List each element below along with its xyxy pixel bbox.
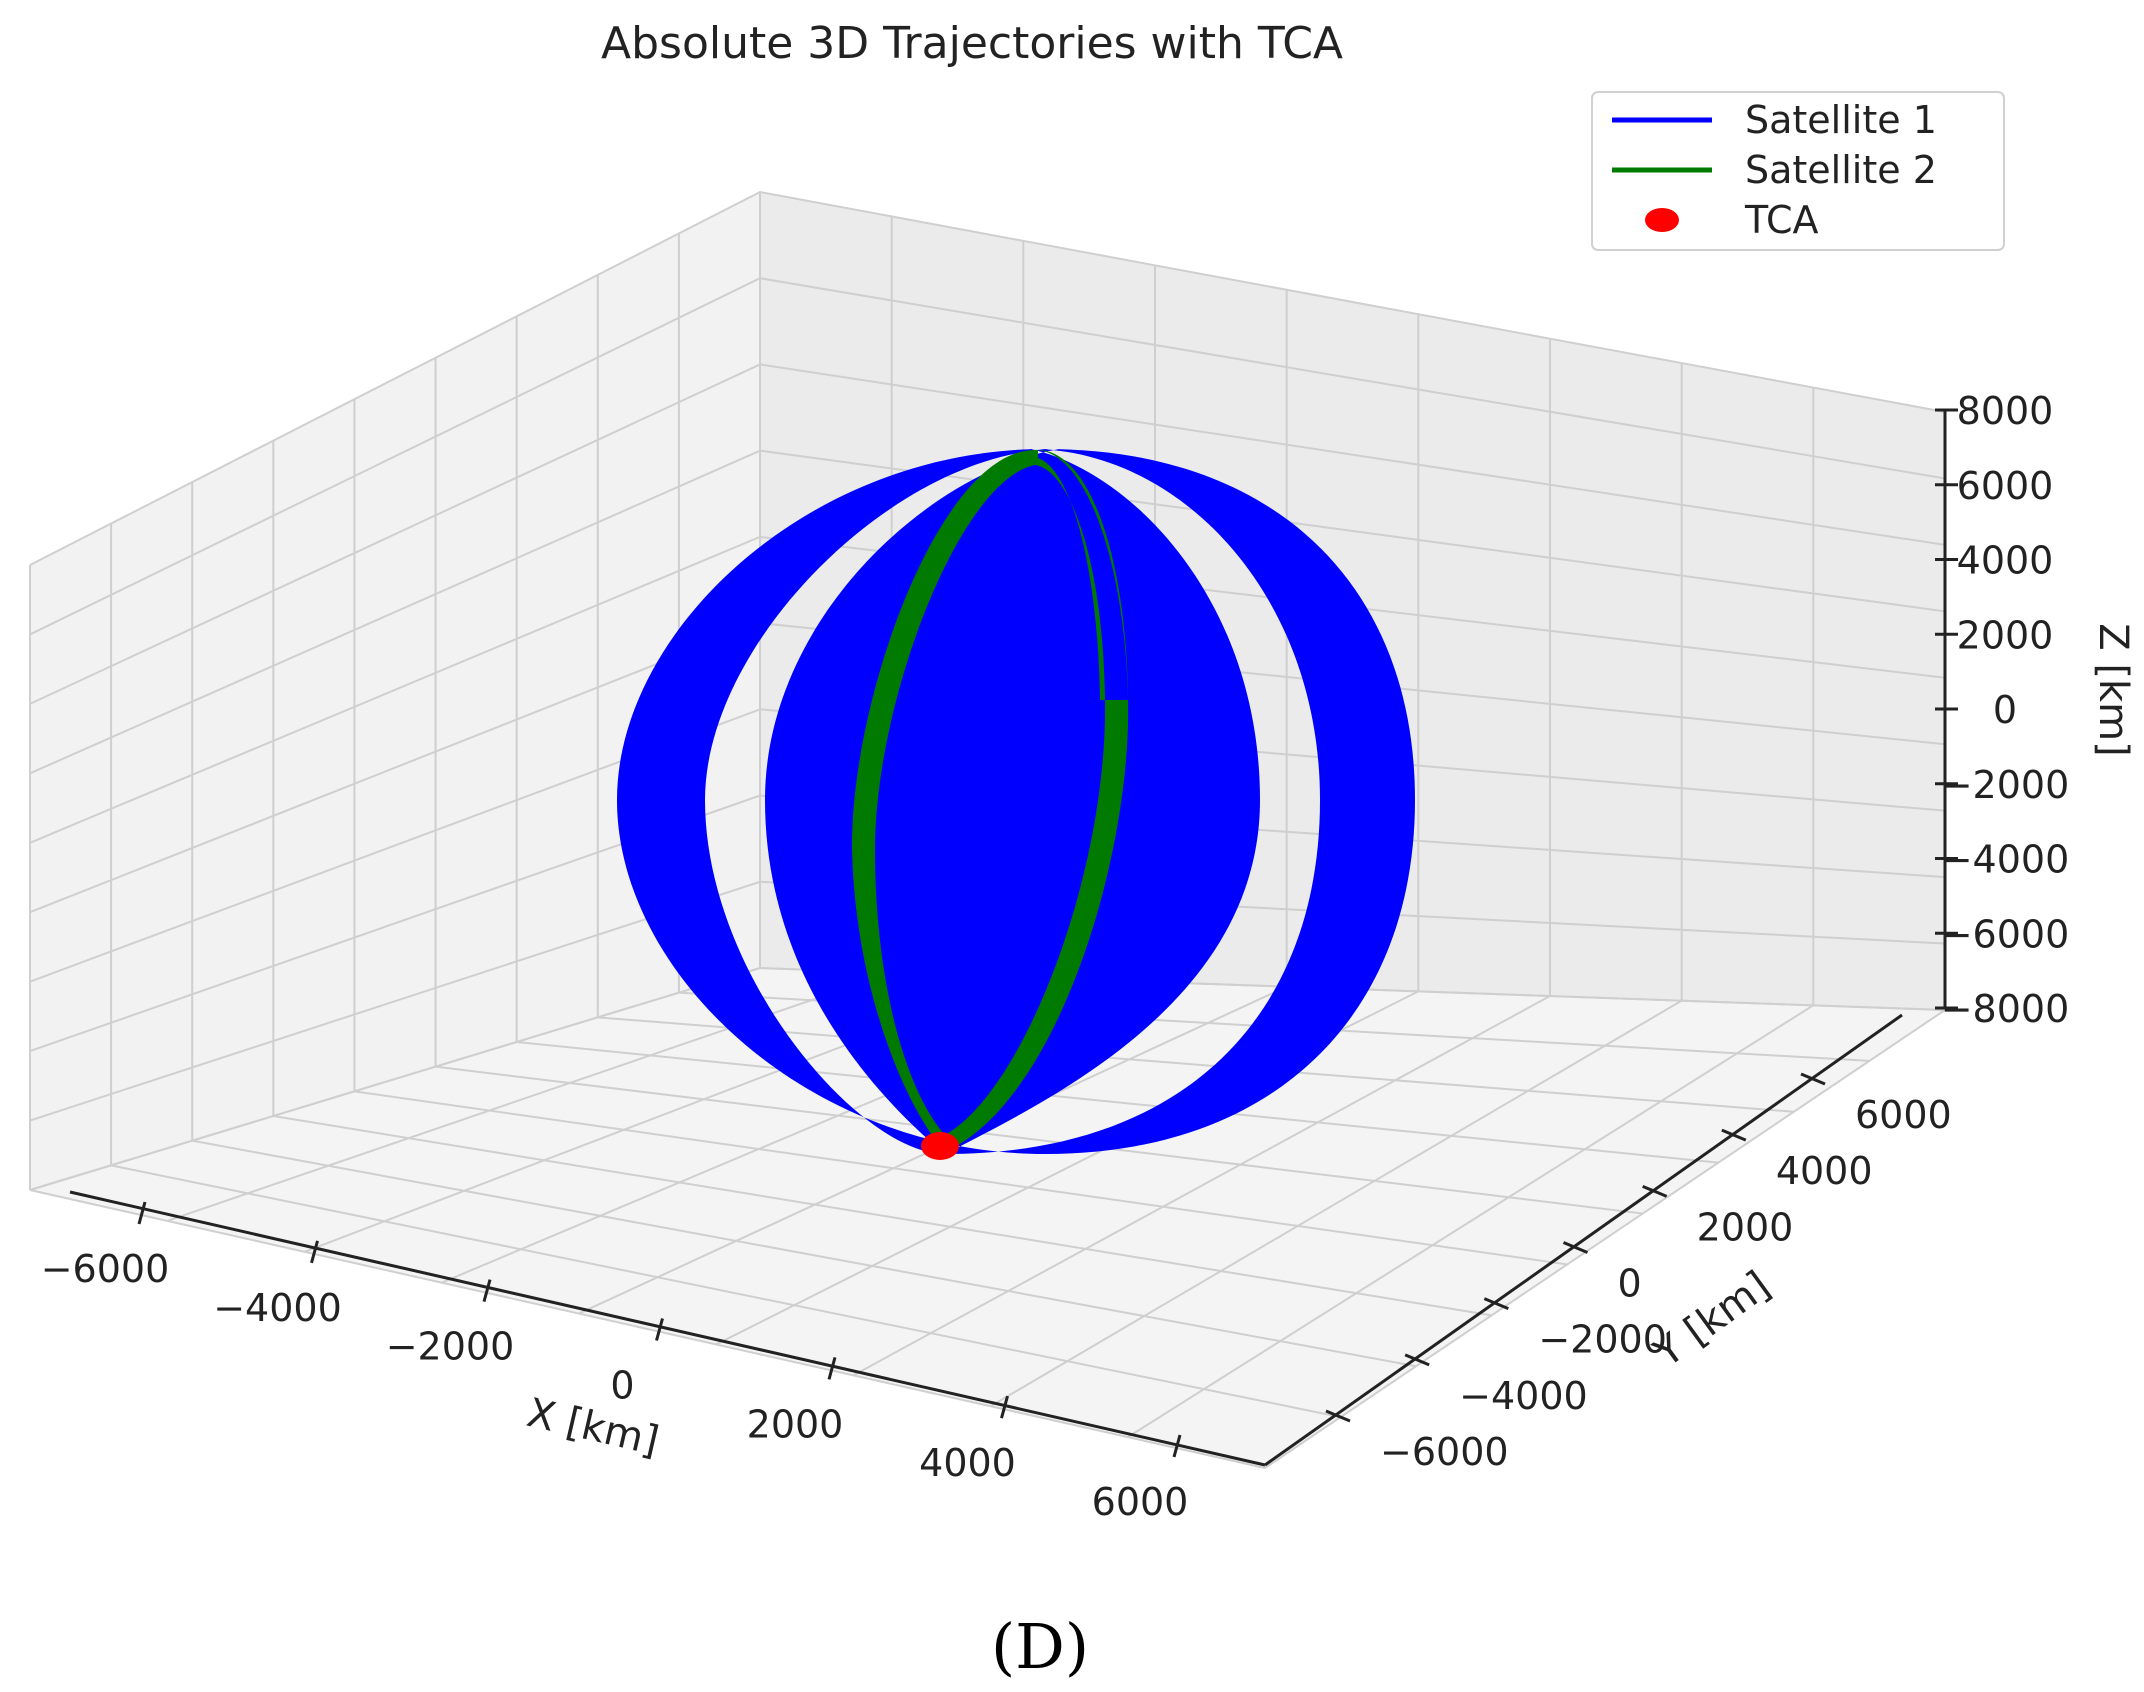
z-tick-label: 2000 (1957, 613, 2054, 657)
legend-box (1591, 91, 2005, 251)
grid-line (597, 1016, 1794, 1113)
y-tick-mark (1404, 1353, 1430, 1367)
y-ticks: −6000 −4000 −2000 0 2000 4000 6000 (1325, 1072, 1952, 1474)
y-tick-mark (1562, 1241, 1589, 1254)
y-axis-line (1264, 1013, 1903, 1467)
x-tick-label: −6000 (41, 1247, 170, 1291)
z-ticks: −8000 −6000 −4000 −2000 0 2000 4000 6000 8000 (1935, 389, 2069, 1031)
grid-line (29, 190, 1946, 566)
grid-line (110, 1164, 1341, 1419)
grid-line (1264, 1009, 1946, 1469)
y-tick-label: −4000 (1459, 1374, 1588, 1418)
grid-line (435, 1065, 1643, 1215)
y-tick-mark (1483, 1297, 1509, 1311)
x-tick-label: 0 (610, 1364, 634, 1408)
grid-line (1127, 1004, 1814, 1438)
z-tick-label: 0 (1993, 688, 2017, 732)
y-tick-label: 2000 (1697, 1205, 1794, 1249)
tca-marker (921, 1132, 959, 1160)
x-tick-mark (310, 1240, 319, 1264)
grid-line (990, 999, 1683, 1408)
x-tick-label: 4000 (919, 1441, 1016, 1485)
grid-line (29, 1189, 1266, 1469)
y-tick-label: 6000 (1855, 1093, 1952, 1137)
x-tick-mark (137, 1201, 147, 1225)
chart-title: Absolute 3D Trajectories with TCA (601, 18, 1343, 69)
y-tick-mark (1642, 1184, 1668, 1198)
grid-line (192, 1139, 1417, 1368)
y-tick-mark (1325, 1409, 1351, 1423)
y-tick-label: 4000 (1776, 1149, 1873, 1193)
x-axis-line (69, 1190, 1266, 1467)
x-axis-label: X [km] (523, 1390, 663, 1465)
x-tick-mark (655, 1318, 664, 1341)
x-tick-label: −2000 (386, 1325, 515, 1369)
x-tick-mark (482, 1279, 492, 1303)
grid-line (852, 995, 1551, 1377)
legend: Satellite 1 Satellite 2 TCA (1591, 91, 2005, 251)
y-tick-mark (1800, 1072, 1826, 1086)
z-tick-label: −4000 (1941, 838, 2070, 882)
z-tick-label: 8000 (1957, 389, 2054, 433)
y-tick-mark (1721, 1128, 1747, 1142)
floor-pane (30, 968, 1945, 1468)
z-tick-label: 4000 (1957, 539, 2054, 583)
y-tick-label: −2000 (1538, 1318, 1667, 1362)
y-tick-label: 0 (1618, 1262, 1642, 1306)
grid-line (516, 1041, 1719, 1164)
x-tick-label: 6000 (1092, 1480, 1189, 1524)
z-tick-label: 6000 (1957, 464, 2054, 508)
figure-caption: (D) (991, 1610, 1089, 1683)
x-tick-label: −4000 (213, 1286, 342, 1330)
legend-label-satellite-2: Satellite 2 (1745, 148, 1937, 192)
x-tick-mark (1000, 1395, 1009, 1419)
z-tick-label: −2000 (1941, 763, 2070, 807)
legend-label-satellite-1: Satellite 1 (1745, 98, 1937, 142)
y-tick-label: −6000 (1380, 1430, 1509, 1474)
x-tick-label: 2000 (747, 1402, 844, 1446)
satellite-2-orbit (851, 450, 1129, 1152)
z-axis-label: Z [km] (2090, 623, 2136, 756)
x-tick-mark (827, 1356, 837, 1380)
legend-swatch-tca (1645, 208, 1679, 232)
z-tick-label: −8000 (1941, 987, 2070, 1031)
grid-line (273, 1115, 1492, 1317)
grid-line (354, 1090, 1568, 1266)
satellite-1-orbit (617, 449, 1415, 1154)
legend-label-tca: TCA (1744, 198, 1819, 242)
x-ticks: −6000 −4000 −2000 0 2000 4000 6000 (41, 1201, 1189, 1524)
x-tick-mark (1172, 1434, 1182, 1458)
z-tick-label: −6000 (1941, 912, 2070, 956)
